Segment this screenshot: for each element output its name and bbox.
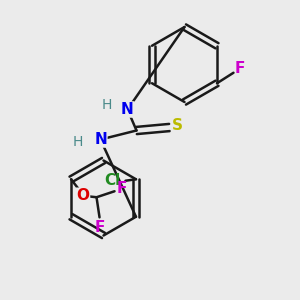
Text: F: F: [94, 220, 105, 235]
Text: Cl: Cl: [104, 173, 120, 188]
Text: S: S: [172, 118, 182, 134]
Text: H: H: [73, 136, 83, 149]
Text: N: N: [121, 102, 134, 117]
Text: H: H: [101, 98, 112, 112]
Text: F: F: [234, 61, 245, 76]
Text: N: N: [94, 132, 107, 147]
Text: O: O: [76, 188, 89, 203]
Text: F: F: [117, 181, 127, 196]
